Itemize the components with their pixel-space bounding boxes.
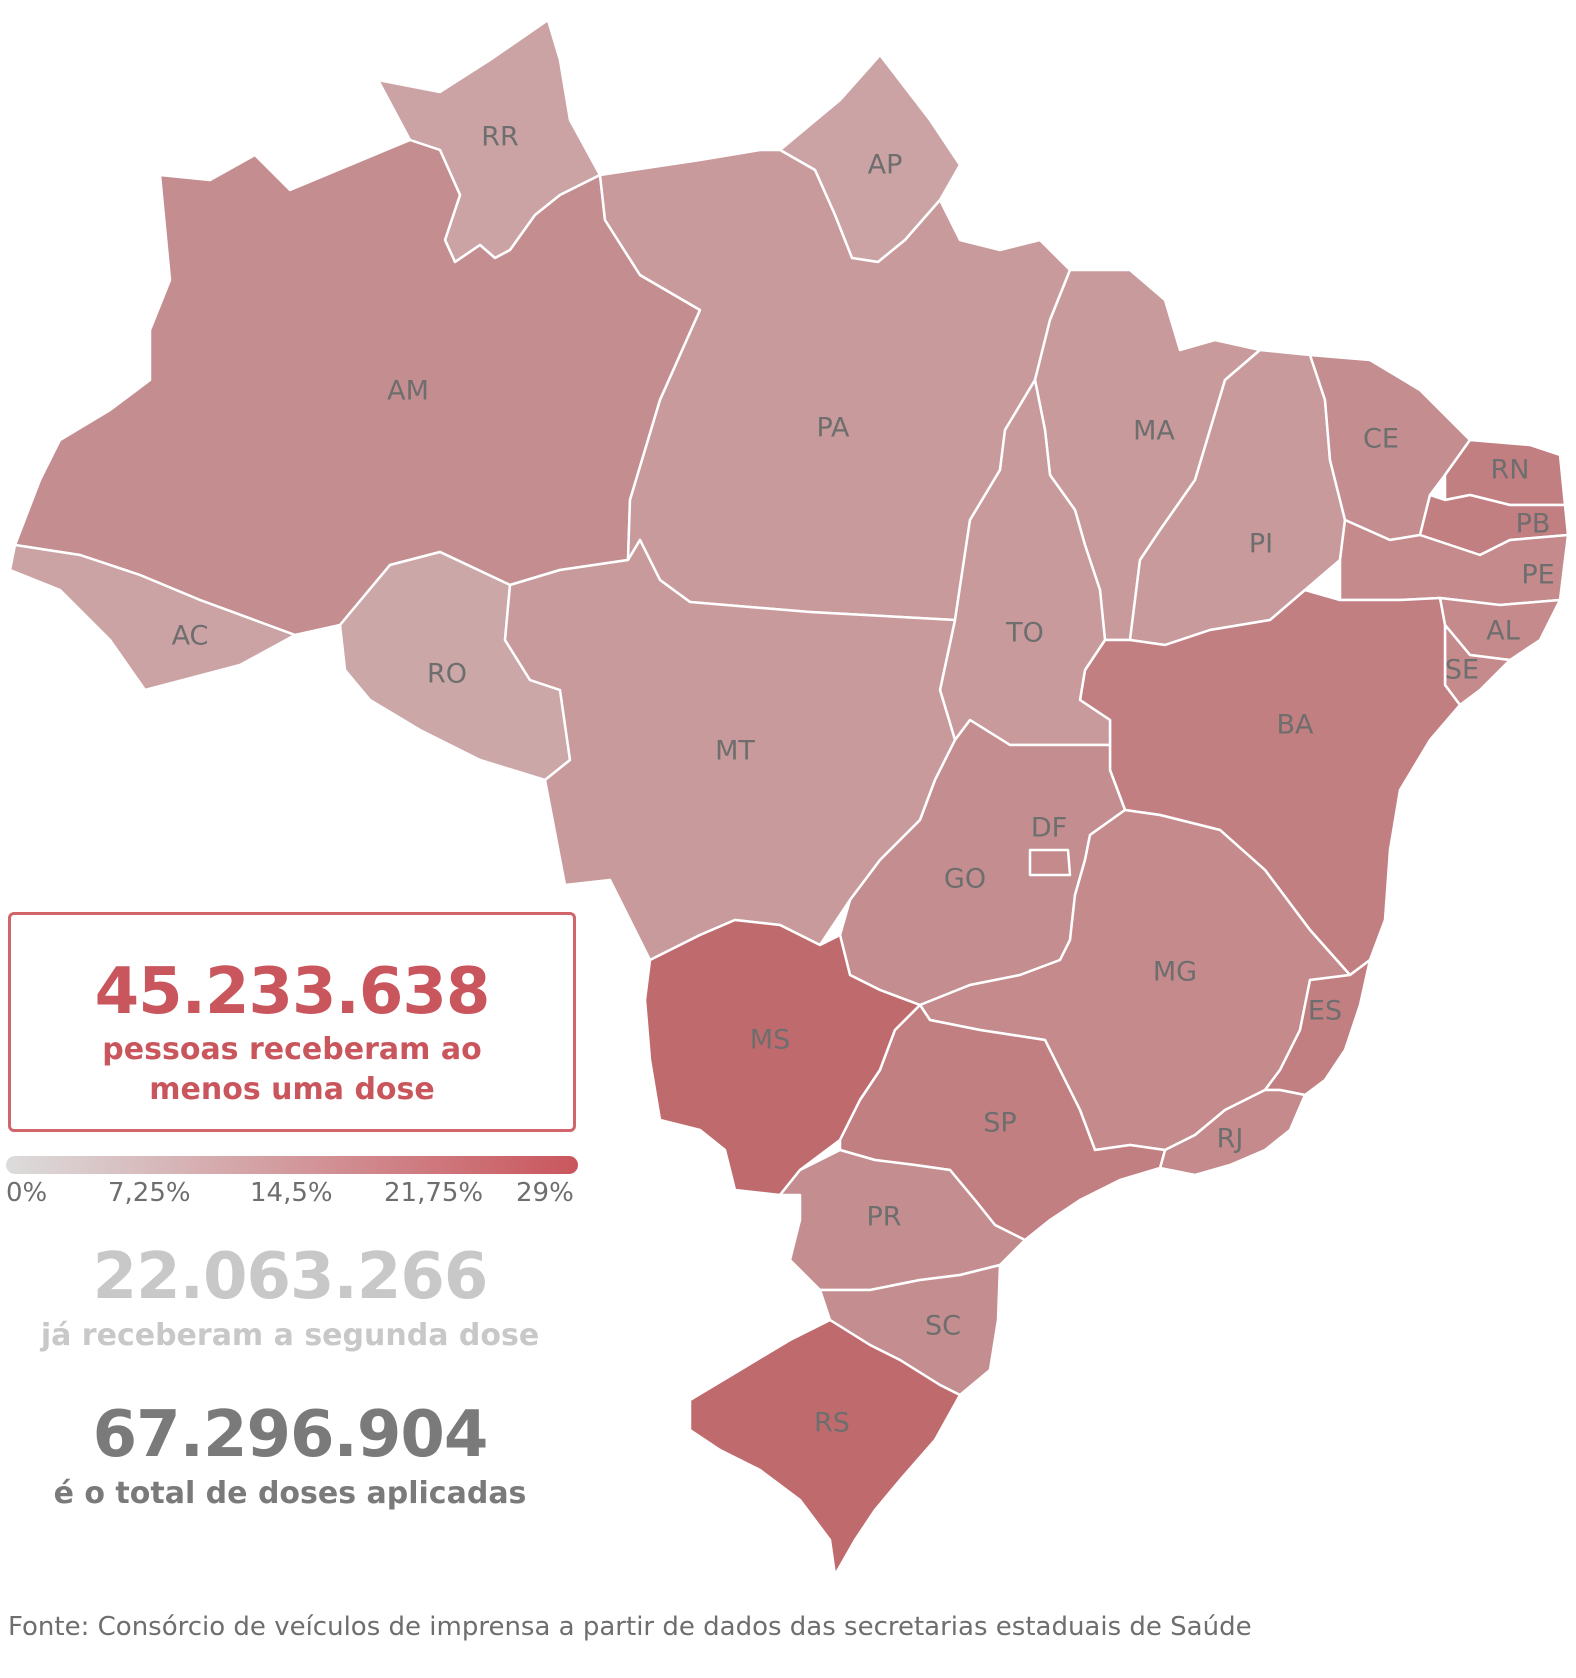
source-note: Fonte: Consórcio de veículos de imprensa… xyxy=(8,1612,1252,1642)
legend-tick-3: 21,75% xyxy=(384,1178,484,1208)
label-RJ: RJ xyxy=(1217,1124,1244,1155)
label-AL: AL xyxy=(1486,616,1520,647)
first-dose-caption: pessoas receberam ao menos uma dose xyxy=(102,1032,482,1107)
state-SP[interactable] xyxy=(838,1003,1167,1242)
legend-tick-1: 7,25% xyxy=(108,1178,191,1208)
second-dose-caption: já receberam a segunda dose xyxy=(40,1318,540,1353)
label-PB: PB xyxy=(1516,509,1551,540)
legend-color-scale xyxy=(6,1156,578,1174)
label-TO: TO xyxy=(1005,618,1044,649)
label-DF: DF xyxy=(1031,813,1067,844)
label-MA: MA xyxy=(1133,416,1175,447)
label-PA: PA xyxy=(816,413,850,444)
label-RO: RO xyxy=(427,659,467,690)
label-SC: SC xyxy=(925,1311,961,1342)
state-MT[interactable] xyxy=(503,538,957,962)
label-AP: AP xyxy=(868,150,903,181)
label-PR: PR xyxy=(866,1202,901,1233)
state-AM[interactable] xyxy=(13,138,702,637)
total-doses-caption: é o total de doses aplicadas xyxy=(53,1476,527,1511)
first-dose-count: 45.233.638 xyxy=(94,955,491,1029)
label-PE: PE xyxy=(1521,560,1554,591)
label-RR: RR xyxy=(481,122,519,153)
label-SE: SE xyxy=(1445,655,1479,686)
label-MT: MT xyxy=(715,736,755,767)
label-MG: MG xyxy=(1153,957,1197,988)
legend-tick-0: 0% xyxy=(6,1178,48,1208)
state-RS[interactable] xyxy=(688,1318,962,1577)
legend-tick-2: 14,5% xyxy=(250,1178,333,1208)
label-BA: BA xyxy=(1277,710,1315,741)
label-RN: RN xyxy=(1491,455,1530,486)
state-AC[interactable] xyxy=(8,543,297,692)
label-CE: CE xyxy=(1363,424,1399,455)
label-ES: ES xyxy=(1308,996,1342,1027)
label-AC: AC xyxy=(172,621,209,652)
legend-tick-4: 29% xyxy=(516,1178,574,1208)
vaccinated-callout: 45.233.638 pessoas receberam ao menos um… xyxy=(8,912,576,1132)
label-SP: SP xyxy=(983,1108,1016,1139)
state-ES[interactable] xyxy=(1263,958,1372,1097)
label-AM: AM xyxy=(387,376,429,407)
state-DF[interactable] xyxy=(1028,848,1072,877)
total-doses-count: 67.296.904 xyxy=(92,1398,489,1472)
label-MS: MS xyxy=(750,1025,790,1056)
state-RJ[interactable] xyxy=(1158,1088,1307,1177)
label-RS: RS xyxy=(814,1408,850,1439)
label-PI: PI xyxy=(1249,529,1273,560)
label-GO: GO xyxy=(944,864,986,895)
second-dose-count: 22.063.266 xyxy=(92,1240,489,1314)
